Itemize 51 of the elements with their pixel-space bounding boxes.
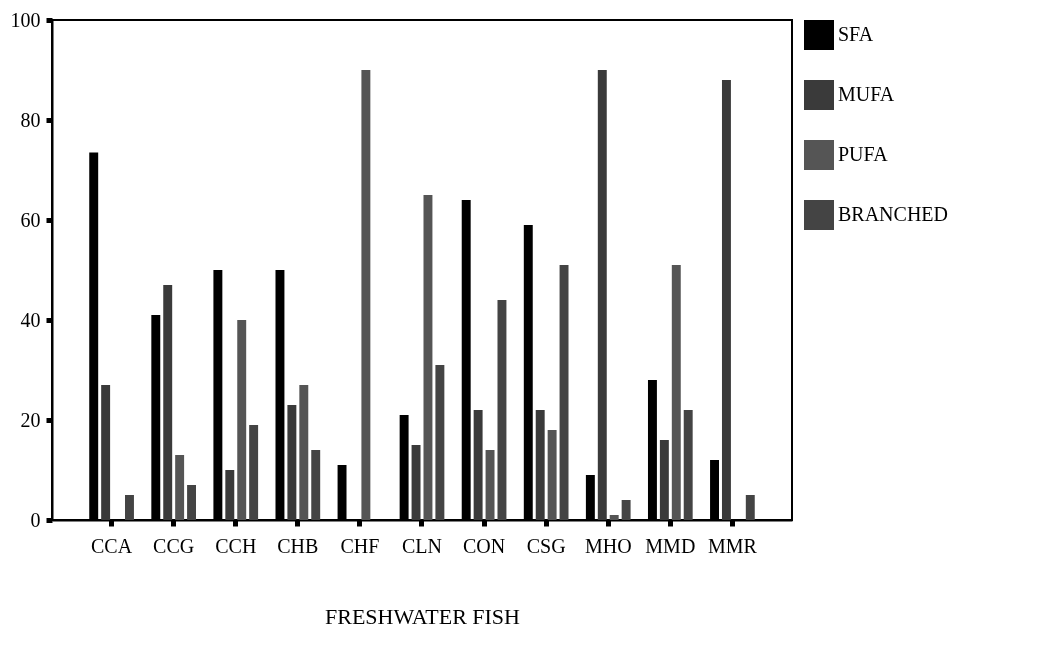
x-axis-title: FRESHWATER FISH [325,603,521,629]
legend-label: MUFA [838,83,895,105]
bar [411,445,421,520]
x-tick-label: CCA [91,534,133,557]
bar [473,410,483,520]
bar [485,450,495,520]
y-tick-label: 20 [20,408,41,431]
bar [547,430,557,520]
bar [175,455,185,520]
legend-label: PUFA [838,143,889,165]
x-tick-label: CHF [340,534,380,557]
x-tick-label: CHB [277,534,319,557]
bar [745,495,755,520]
bar [721,80,731,520]
bar [683,410,693,520]
bar [621,500,631,520]
x-tick-label: CON [462,534,506,557]
bar [597,70,607,520]
y-tick-label: 40 [20,308,41,331]
bar [163,285,173,520]
x-tick-label: MMD [645,534,696,557]
bar [187,485,197,520]
legend-label: BRANCHED [838,203,949,225]
x-tick-label: CLN [402,534,442,557]
x-tick-label: MHO [584,534,632,557]
bar [423,195,433,520]
bar [311,450,321,520]
y-tick-label: 80 [20,108,41,131]
bar [671,265,681,520]
bar [609,515,619,520]
bar [435,365,445,520]
bar [249,425,259,520]
legend-label: SFA [838,23,874,45]
bar [659,440,669,520]
bar [225,470,235,520]
y-tick-label: 100 [10,8,41,31]
x-tick-label: CSG [526,534,566,557]
bar [287,405,297,520]
x-tick-label: CCG [153,534,195,557]
y-tick-label: 60 [20,208,41,231]
x-tick-label: MMR [707,534,758,557]
bar [101,385,111,520]
bar [535,410,545,520]
bar [125,495,134,520]
bar [237,320,247,520]
bar [497,300,507,520]
y-tick-label: 0 [30,508,41,531]
x-tick-label: CCH [215,534,257,557]
bar [559,265,569,520]
bar [361,70,371,520]
bar [299,385,309,520]
